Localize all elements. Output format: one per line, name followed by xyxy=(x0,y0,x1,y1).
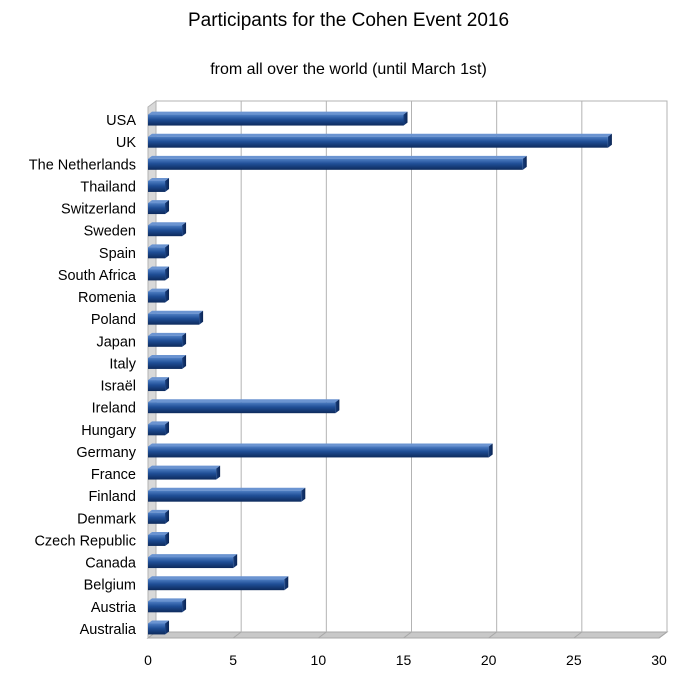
bar xyxy=(148,310,204,325)
bar xyxy=(148,244,170,259)
bar xyxy=(148,487,306,502)
gridline-floor xyxy=(488,631,497,639)
bar xyxy=(148,177,170,192)
x-tick-label: 25 xyxy=(566,652,582,668)
category-label: Hungary xyxy=(81,423,137,439)
bar xyxy=(148,598,187,613)
bar xyxy=(148,332,187,347)
category-labels: USA UK The Netherlands Thailand Switzerland S… xyxy=(29,113,137,638)
bar xyxy=(148,554,238,569)
bar xyxy=(148,421,170,436)
bar xyxy=(148,155,527,170)
category-label: Japan xyxy=(96,334,136,350)
category-label: France xyxy=(91,467,136,483)
bar xyxy=(148,399,340,414)
x-tick-label: 15 xyxy=(396,652,412,668)
bar xyxy=(148,443,493,458)
category-label: Sweden xyxy=(84,224,136,240)
bar xyxy=(148,288,170,303)
gridline-floor xyxy=(318,631,327,639)
gridline-floor xyxy=(658,631,668,639)
bar xyxy=(148,620,170,635)
category-label: Finland xyxy=(88,489,136,505)
category-label: Switzerland xyxy=(61,202,136,218)
bar xyxy=(148,354,187,369)
chart-title: Participants for the Cohen Event 2016 xyxy=(187,10,510,31)
x-tick-label: 5 xyxy=(229,652,237,668)
x-tick-label: 0 xyxy=(144,652,152,668)
bar xyxy=(148,133,612,148)
category-label: Romenia xyxy=(78,290,137,306)
category-label: Italy xyxy=(109,356,136,372)
bar xyxy=(148,222,187,237)
category-label: The Netherlands xyxy=(29,157,136,173)
x-tick-label: 10 xyxy=(311,652,327,668)
category-label: Belgium xyxy=(84,578,136,594)
bar xyxy=(148,576,289,591)
chart-subtitle: from all over the world (until March 1st… xyxy=(210,61,487,78)
category-label: Austria xyxy=(91,600,137,616)
category-label: UK xyxy=(116,135,136,151)
category-label: Canada xyxy=(85,556,137,572)
x-tick-labels: 0 5 10 15 20 25 30 xyxy=(144,652,667,668)
bar xyxy=(148,509,170,524)
category-label: Spain xyxy=(99,246,136,262)
x-tick-label: 30 xyxy=(651,652,667,668)
bar xyxy=(148,200,170,215)
bar xyxy=(148,266,170,281)
category-label: Australia xyxy=(80,622,137,638)
gridline-floor xyxy=(403,631,412,639)
category-label: Denmark xyxy=(77,511,137,527)
category-label: Poland xyxy=(91,312,136,328)
bar xyxy=(148,111,408,126)
category-label: Thailand xyxy=(80,179,136,195)
category-label: Germany xyxy=(76,445,136,461)
category-label: USA xyxy=(106,113,136,129)
bar xyxy=(148,377,170,392)
gridline-floor xyxy=(232,631,242,639)
x-tick-label: 20 xyxy=(481,652,497,668)
bars xyxy=(148,111,612,635)
bar xyxy=(148,531,170,546)
gridlines xyxy=(232,101,668,639)
bar xyxy=(148,465,221,480)
category-label: South Africa xyxy=(58,268,137,284)
category-label: Czech Republic xyxy=(34,533,136,549)
category-label: Ireland xyxy=(92,401,136,417)
category-label: Israël xyxy=(101,379,136,395)
gridline-floor xyxy=(573,631,583,639)
